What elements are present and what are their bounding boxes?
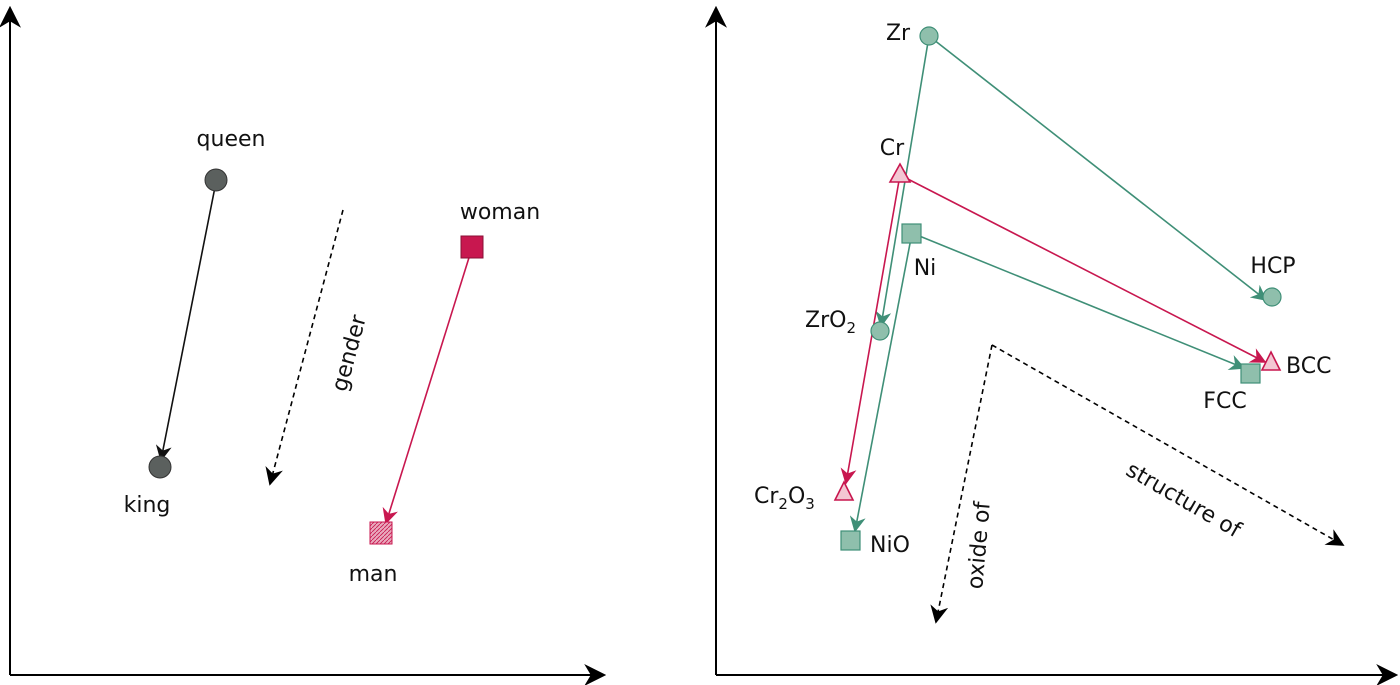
zro2-label: ZrO2	[805, 308, 856, 337]
nio-label: NiO	[870, 533, 910, 558]
fcc-label: FCC	[1203, 389, 1246, 414]
zr-label: Zr	[886, 21, 911, 46]
zro2-label-sub: 2	[846, 319, 856, 337]
zro2-marker	[871, 322, 889, 340]
cr2o3-label-sub2: 3	[805, 495, 815, 513]
cr2o3-label-a: Cr	[754, 484, 779, 509]
woman-marker	[461, 236, 483, 258]
left-panel: queen king woman man gender	[10, 8, 604, 675]
nio-marker	[841, 531, 860, 550]
hcp-label: HCP	[1250, 254, 1295, 279]
cr2o3-marker	[835, 482, 853, 500]
cr-to-bcc-arrow	[900, 175, 1265, 362]
gender-direction-arrow	[270, 210, 343, 484]
queen-label: queen	[197, 127, 266, 152]
gender-label: gender	[328, 312, 373, 395]
right-panel: Zr Cr Ni ZrO2 Cr2O3 NiO HCP BCC FCC oxid…	[716, 8, 1396, 675]
queen-marker	[205, 169, 227, 191]
man-marker	[370, 522, 392, 544]
oxide-of-label: oxide of	[963, 499, 996, 590]
bcc-label: BCC	[1286, 354, 1331, 379]
structure-of-label: structure of	[1122, 458, 1246, 544]
cr-label: Cr	[880, 136, 905, 161]
woman-to-man-arrow	[386, 248, 472, 523]
man-label: man	[349, 562, 398, 587]
ni-marker	[902, 224, 921, 243]
ni-label: Ni	[914, 256, 937, 281]
woman-label: woman	[460, 200, 540, 225]
cr2o3-label: Cr2O3	[754, 484, 815, 513]
ni-to-fcc-arrow	[912, 233, 1244, 368]
king-label: king	[124, 493, 171, 518]
king-marker	[149, 456, 171, 478]
hcp-marker	[1263, 288, 1281, 306]
zr-marker	[920, 27, 938, 45]
queen-to-king-arrow	[161, 182, 216, 460]
zro2-label-base: ZrO	[805, 308, 846, 333]
cr2o3-label-b: O	[788, 484, 805, 509]
fcc-marker	[1241, 364, 1260, 383]
cr2o3-label-sub1: 2	[778, 495, 788, 513]
